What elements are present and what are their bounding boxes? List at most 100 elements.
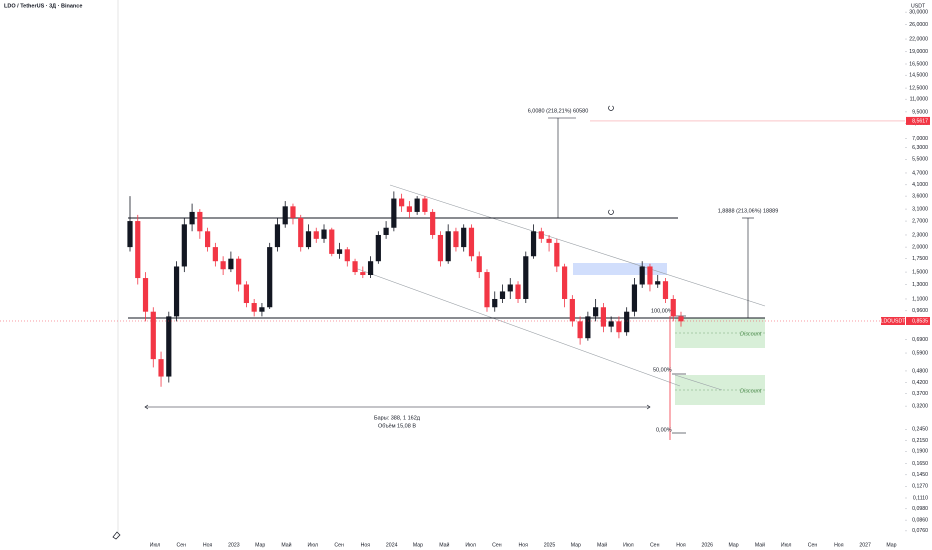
y-tick-label: 0,3700 — [912, 391, 928, 397]
candle-body — [189, 211, 195, 225]
candle-body — [647, 266, 653, 285]
y-tick-label: 0,2450 — [912, 427, 928, 433]
fib-label: 100,00% — [651, 308, 673, 314]
y-tick-label: 4,7000 — [912, 170, 928, 176]
y-tick-label: 6,3000 — [912, 145, 928, 151]
resistance-zone — [573, 263, 667, 275]
y-tick-label: 0,1450 — [912, 472, 928, 478]
y-tick-label: 0,9600 — [912, 308, 928, 314]
candle-body — [499, 291, 506, 299]
candle-body — [391, 198, 397, 228]
candle-body — [329, 229, 335, 254]
candle-body — [476, 256, 482, 273]
y-tick-label: 1,3000 — [912, 282, 928, 288]
candle-body — [344, 249, 350, 262]
candle-body — [530, 231, 537, 257]
price-tag — [906, 316, 930, 325]
y-tick-label: 12,5000 — [909, 85, 928, 91]
x-tick-label: Май — [597, 541, 607, 548]
candle-body — [507, 284, 513, 292]
candle-body — [205, 231, 211, 248]
candle-body — [127, 221, 133, 248]
candle-body — [228, 258, 234, 270]
candle-body — [142, 278, 149, 312]
y-tick-label: 1,5000 — [912, 269, 928, 275]
currency-label: USDT — [911, 3, 926, 9]
tool-icon[interactable] — [112, 531, 121, 540]
x-tick-label: Сен — [177, 542, 187, 548]
y-tick-label: 0,1270 — [912, 484, 928, 490]
candle-body — [305, 231, 312, 248]
candle-body — [655, 281, 661, 285]
candle-body — [639, 266, 645, 285]
candle-body — [352, 261, 358, 273]
x-tick-label: Ноя — [676, 542, 686, 548]
candle-body — [445, 231, 451, 262]
candle-body — [399, 198, 405, 207]
x-tick-label: Июл — [781, 542, 792, 548]
alert-tag — [906, 116, 930, 125]
candle-body — [336, 249, 343, 254]
x-tick-label: Мар — [413, 542, 423, 548]
alert-icon[interactable] — [608, 209, 614, 215]
candle-body — [220, 261, 226, 270]
candle-body — [367, 261, 374, 276]
candle-body — [290, 206, 296, 218]
y-tick-label: 0,1650 — [912, 461, 928, 467]
y-tick-label: 22,0000 — [909, 36, 928, 42]
candle-body — [561, 266, 568, 299]
x-tick-label: 2027 — [859, 542, 871, 548]
y-tick-label: 0,4800 — [912, 368, 928, 374]
candle-body — [135, 221, 141, 279]
candle-body — [523, 256, 529, 299]
candle-body — [360, 272, 366, 276]
candle-body — [383, 227, 389, 235]
candle-body — [670, 298, 676, 317]
candles — [127, 191, 684, 387]
candle-body — [259, 307, 265, 312]
y-tick-label: 1,7500 — [912, 256, 928, 262]
candle-body — [282, 206, 288, 225]
y-tick-label: 0,5900 — [912, 350, 928, 356]
fib-label: 0,00% — [656, 427, 672, 433]
zone-label: Discount — [740, 331, 762, 337]
y-tick-label: 3,6000 — [912, 193, 928, 199]
y-tick-label: 30,0000 — [909, 10, 928, 16]
candle-body — [484, 272, 490, 308]
candle-body — [267, 247, 273, 308]
candle-body — [616, 321, 622, 333]
y-tick-label: 14,5000 — [909, 73, 928, 79]
candle-body — [430, 211, 436, 235]
x-tick-label: 2023 — [228, 542, 240, 548]
zone-label: Discount — [740, 388, 762, 394]
x-tick-label: Июл — [150, 542, 161, 548]
candle-body — [298, 217, 304, 248]
x-tick-label: Ноя — [361, 542, 371, 548]
alert-icon[interactable] — [608, 105, 614, 111]
x-tick-label: Сен — [650, 542, 660, 548]
candle-body — [678, 316, 684, 322]
candle-body — [461, 227, 467, 248]
y-tick-label: 2,7000 — [912, 218, 928, 224]
candle-body — [150, 311, 156, 360]
candle-body — [554, 242, 560, 267]
candle-body — [158, 359, 164, 377]
candle-body — [173, 266, 180, 317]
y-tick-label: 0,6900 — [912, 337, 928, 343]
x-tick-label: Май — [439, 541, 449, 548]
candle-body — [166, 316, 172, 377]
x-tick-label: Мар — [729, 542, 739, 548]
x-tick-label: Сен — [808, 542, 818, 548]
candle-body — [274, 224, 281, 248]
candle-body — [321, 229, 327, 239]
candle-body — [608, 321, 614, 327]
candle-body — [251, 303, 257, 312]
x-tick-label: Мар — [886, 542, 896, 548]
y-tick-label: 26,0000 — [909, 22, 928, 28]
alert-label: 8,5617 — [912, 118, 928, 124]
x-tick-label: Май — [281, 541, 291, 548]
candle-body — [569, 298, 575, 322]
x-tick-label: Июл — [623, 542, 634, 548]
